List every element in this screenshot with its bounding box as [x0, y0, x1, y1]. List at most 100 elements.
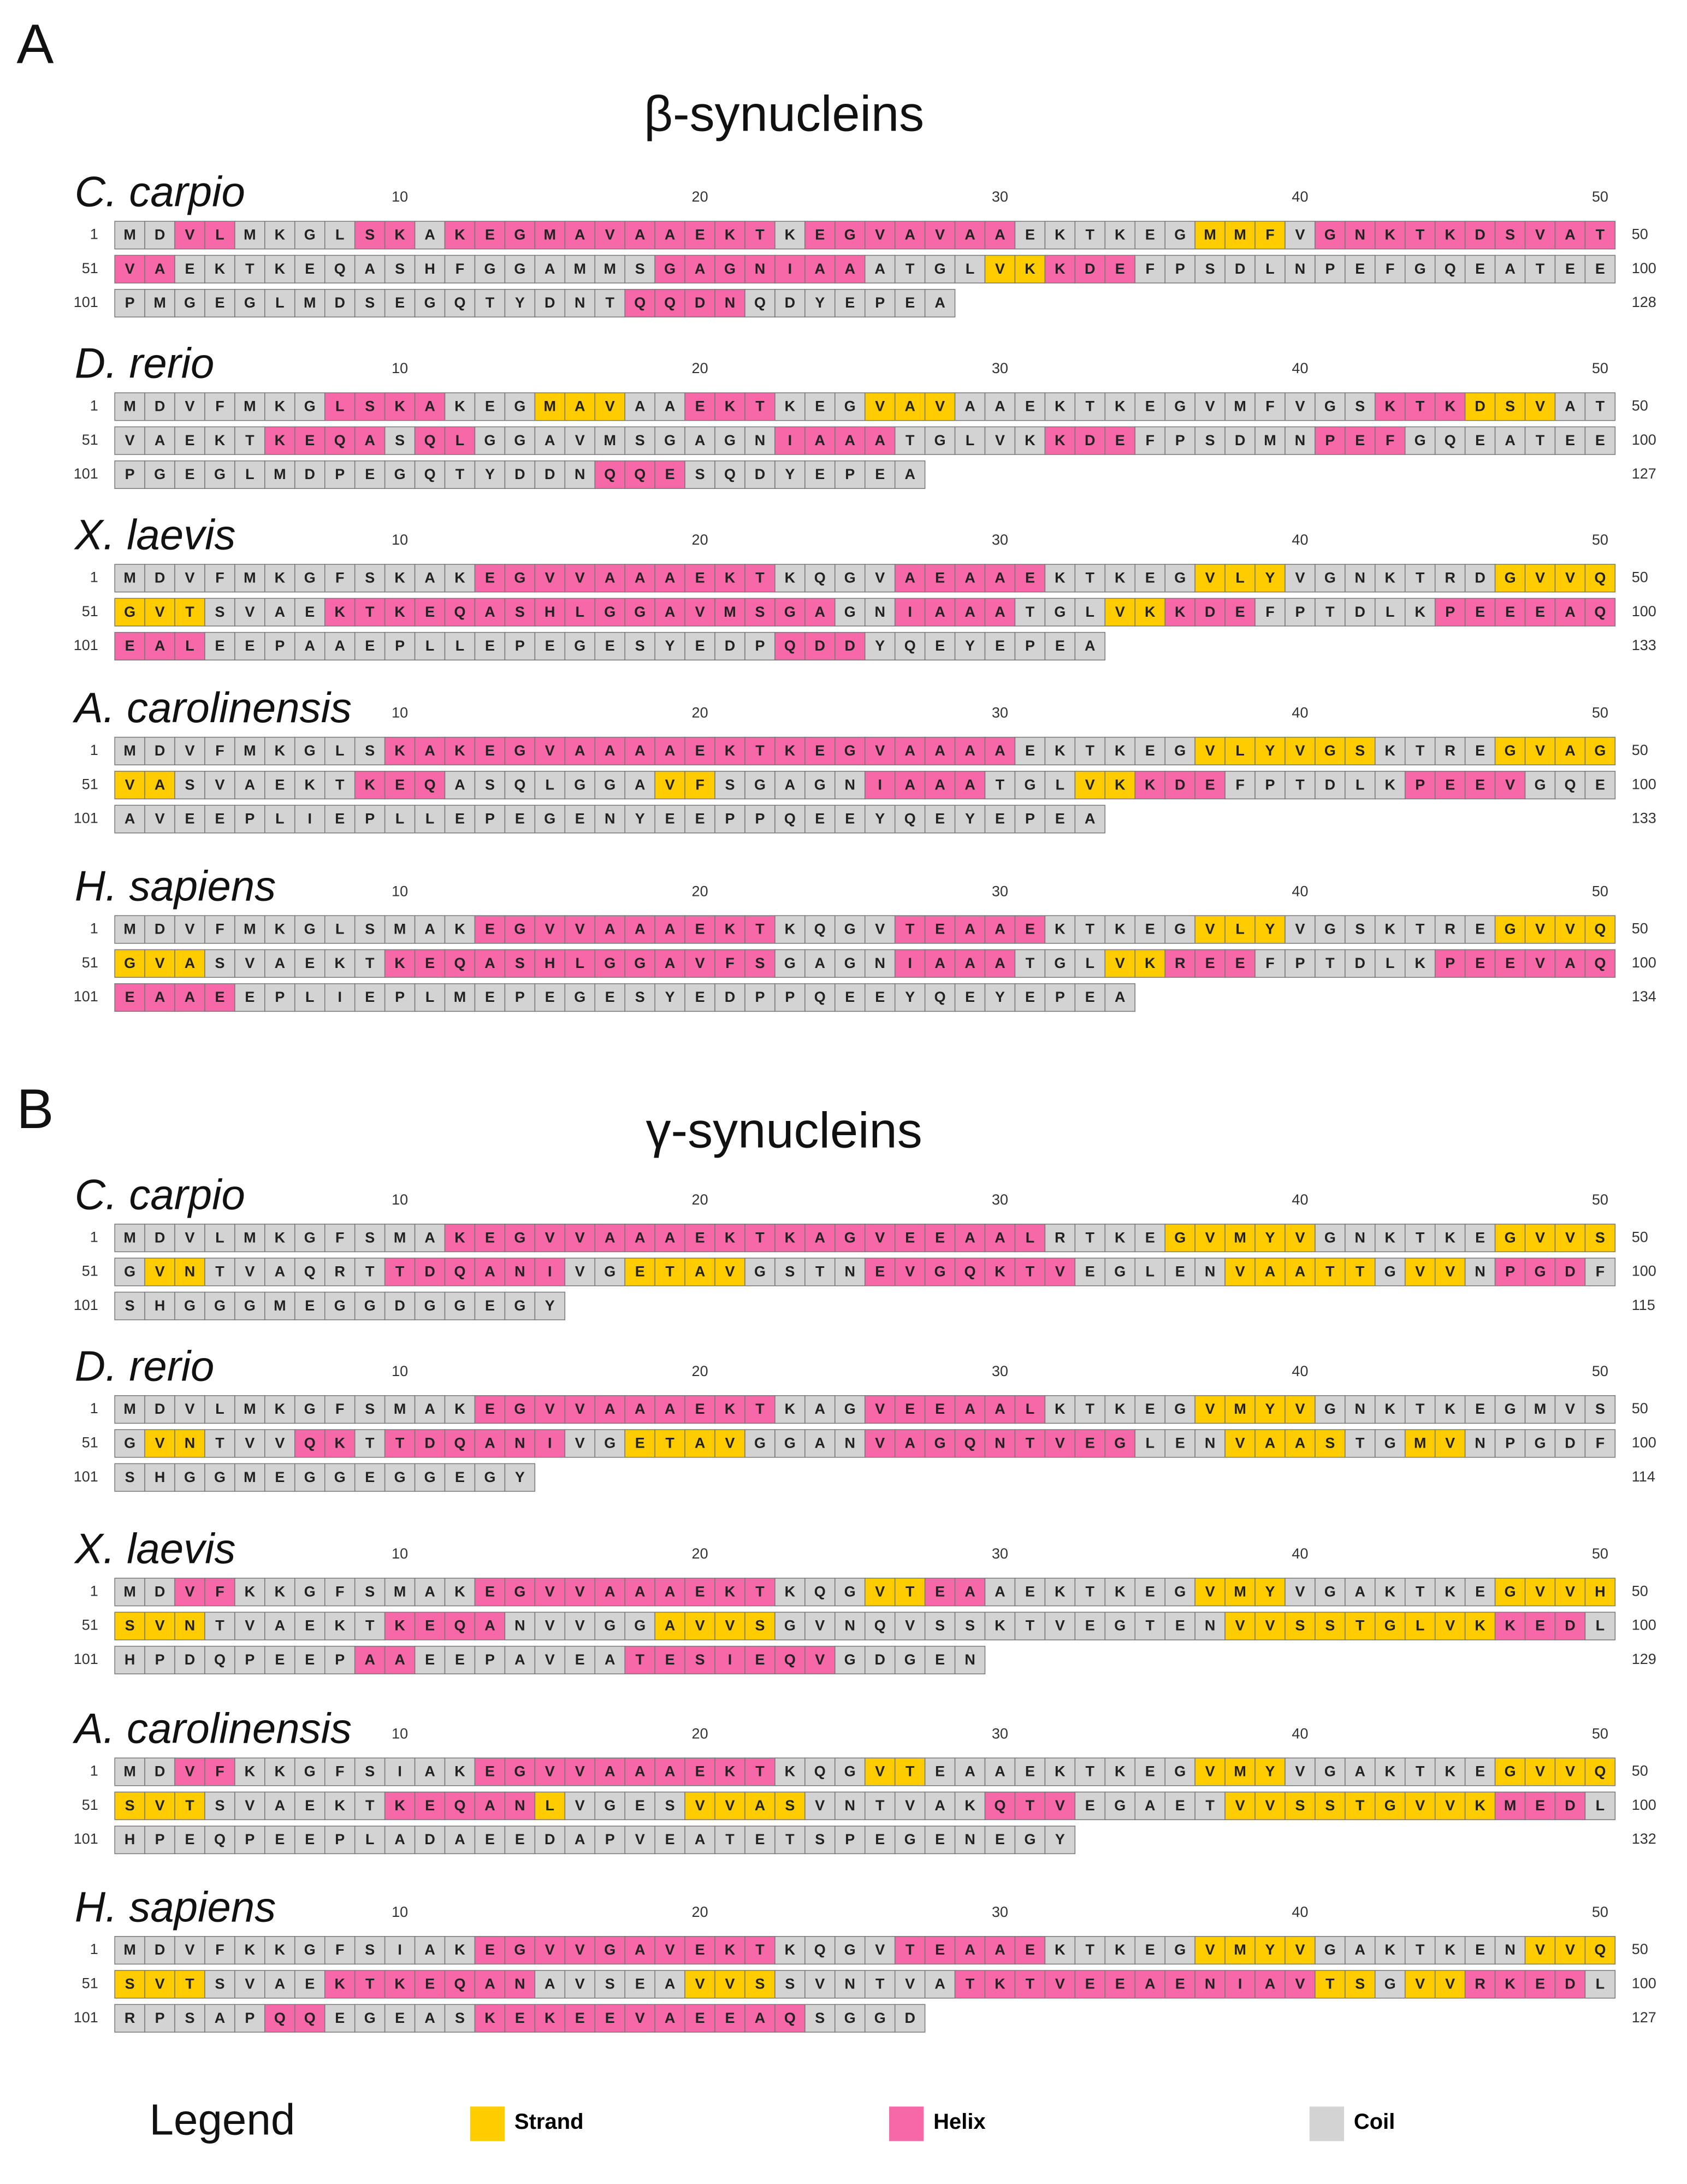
residue-cell — [1375, 915, 1406, 944]
residue-cell — [1194, 771, 1226, 800]
residue-cell — [834, 460, 866, 489]
residue-cell — [1194, 598, 1226, 627]
residue-cell — [384, 805, 416, 834]
row-start: 51 — [82, 776, 98, 792]
residue-cell — [774, 949, 806, 978]
residue-cell — [1194, 1612, 1226, 1640]
residue-cell — [384, 736, 416, 765]
residue-cell — [354, 771, 386, 800]
residue-cell — [1494, 1791, 1526, 1820]
residue-cell — [474, 1429, 506, 1458]
residue-cell — [1464, 255, 1496, 284]
residue-cell — [444, 1825, 476, 1855]
residue-cell — [444, 1224, 476, 1253]
row-end: 50 — [1632, 226, 1648, 243]
residue-cell — [1584, 392, 1616, 421]
row-start: 1 — [90, 742, 98, 758]
residue-cell — [684, 1429, 715, 1458]
residue-cell — [624, 1936, 655, 1965]
residue-cell — [504, 564, 536, 593]
residue-cell — [1584, 949, 1616, 978]
residue-cell — [1164, 1395, 1195, 1424]
residue-cell — [1014, 392, 1046, 421]
ruler-label: 10 — [392, 883, 408, 899]
residue-cell — [834, 564, 866, 593]
residue-cell — [894, 1258, 926, 1286]
residue-cell — [444, 460, 476, 489]
residue-cell — [1014, 1224, 1046, 1253]
residue-cell — [504, 2004, 536, 2033]
residue-cell — [1375, 598, 1406, 627]
residue-cell — [264, 460, 295, 489]
residue-cell — [804, 949, 836, 978]
residue-cell — [354, 221, 386, 250]
residue-cell — [954, 915, 986, 944]
residue-cell — [624, 221, 655, 250]
residue-cell — [384, 1429, 416, 1458]
residue-cell — [534, 771, 566, 800]
row-start: 1 — [90, 398, 98, 414]
residue-cell — [1524, 1258, 1556, 1286]
ruler-label: 10 — [392, 1725, 408, 1742]
sequence-row: EAAEEPLIEPLMEPEGESYEDPPQEEYQEYEPEA — [114, 983, 1136, 1012]
residue-cell — [744, 1970, 776, 1999]
residue-cell — [444, 1757, 476, 1786]
residue-cell — [534, 255, 566, 284]
residue-cell — [1044, 1578, 1076, 1607]
residue-cell — [414, 1791, 446, 1820]
ruler-label: 50 — [1592, 188, 1608, 205]
row-start: 1 — [90, 920, 98, 937]
residue-cell — [474, 949, 506, 978]
residue-cell — [504, 1224, 536, 1253]
residue-cell — [234, 983, 265, 1012]
residue-cell — [954, 1612, 986, 1640]
residue-cell — [1014, 426, 1046, 455]
residue-cell — [894, 1791, 926, 1820]
residue-cell — [954, 221, 986, 250]
residue-cell — [444, 805, 476, 834]
residue-cell — [204, 255, 235, 284]
residue-cell — [984, 598, 1016, 627]
residue-cell — [1494, 426, 1526, 455]
row-start: 101 — [74, 810, 98, 827]
residue-cell — [954, 771, 986, 800]
residue-cell — [1405, 1224, 1436, 1253]
residue-cell — [1224, 736, 1256, 765]
residue-cell — [414, 1645, 446, 1674]
residue-cell — [264, 771, 295, 800]
residue-cell — [954, 564, 986, 593]
residue-cell — [1224, 564, 1256, 593]
residue-cell — [144, 1463, 175, 1492]
residue-cell — [444, 255, 476, 284]
residue-cell — [1044, 1825, 1076, 1855]
residue-cell — [594, 598, 625, 627]
residue-cell — [1464, 598, 1496, 627]
residue-cell — [594, 221, 625, 250]
residue-cell — [1524, 1395, 1556, 1424]
sequence-row: AVEEPLIEPLLEPEGENYEEPPQEEYQEYEPEA — [114, 805, 1106, 834]
residue-cell — [744, 949, 776, 978]
residue-cell — [354, 949, 386, 978]
residue-cell — [474, 288, 506, 318]
residue-cell — [234, 221, 265, 250]
residue-cell — [1104, 915, 1136, 944]
residue-cell — [654, 1757, 685, 1786]
residue-cell — [714, 1791, 745, 1820]
row-end: 50 — [1632, 1763, 1648, 1779]
residue-cell — [1524, 1429, 1556, 1458]
residue-cell — [714, 255, 745, 284]
residue-cell — [1285, 1578, 1316, 1607]
residue-cell — [1345, 255, 1376, 284]
residue-cell — [384, 983, 416, 1012]
residue-cell — [834, 392, 866, 421]
residue-cell — [834, 1791, 866, 1820]
residue-cell — [234, 426, 265, 455]
residue-cell — [474, 221, 506, 250]
residue-cell — [774, 1825, 806, 1855]
residue-cell — [714, 736, 745, 765]
residue-cell — [1494, 1578, 1526, 1607]
residue-cell — [1285, 1429, 1316, 1458]
residue-cell — [894, 1757, 926, 1786]
residue-cell — [744, 915, 776, 944]
residue-cell — [1345, 221, 1376, 250]
